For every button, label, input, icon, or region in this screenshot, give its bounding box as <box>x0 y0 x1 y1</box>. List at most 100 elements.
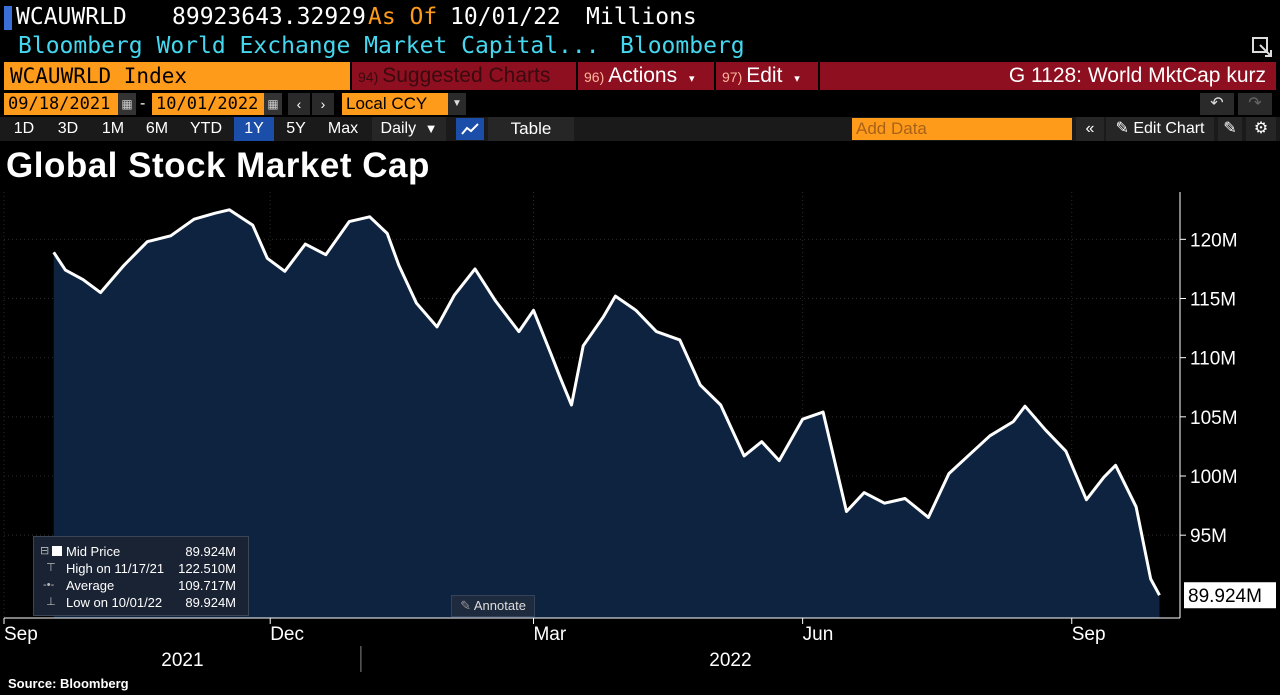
area-fill <box>53 209 1160 619</box>
legend-row-high: ⊤ High on 11/17/21 122.510M <box>34 560 248 577</box>
calendar-icon[interactable]: ▦ <box>118 93 136 115</box>
legend-row-mid: ⊟ Mid Price 89.924M <box>34 543 248 560</box>
source-name: Bloomberg <box>620 33 745 59</box>
add-data-input[interactable]: Add Data <box>852 118 1072 140</box>
edit-chart-label: Edit Chart <box>1133 120 1205 137</box>
actions-label: Actions <box>608 64 678 87</box>
index-field[interactable]: WCAUWRLD Index <box>4 62 350 90</box>
chevron-left-icon[interactable]: ‹ <box>288 93 310 115</box>
x-tick-label: Mar <box>533 624 566 645</box>
security-header: WCAUWRLD 89923643.32929 As Of 10/01/22 M… <box>0 4 1280 32</box>
period-tab-1d[interactable]: 1D <box>13 120 35 137</box>
high-marker-icon: ⊤ <box>40 562 56 574</box>
date-separator: - <box>140 95 146 112</box>
price-line <box>52 208 1161 596</box>
legend-row-low: ⊥ Low on 10/01/22 89.924M <box>34 594 248 611</box>
y-tick-label: 110M <box>1190 349 1236 370</box>
y-tick-label: 115M <box>1190 290 1236 311</box>
period-tab-5y[interactable]: 5Y <box>286 120 306 137</box>
frequency-label: Daily <box>380 120 417 137</box>
chart-legend[interactable]: ⊟ Mid Price 89.924M ⊤ High on 11/17/21 1… <box>33 536 249 616</box>
as-of-label: As Of <box>368 4 438 30</box>
period-tab-1m[interactable]: 1M <box>101 120 125 137</box>
table-view-button[interactable]: Table <box>488 117 574 141</box>
last-value: 89923643.32929 <box>172 4 366 30</box>
average-marker-icon: -•- <box>40 579 55 591</box>
y-tick-label: 95M <box>1190 526 1227 547</box>
period-toolbar: 1D 3D 1M 6M YTD 1Y 5Y Max Daily ▼ Table … <box>0 117 1280 141</box>
calendar-icon[interactable]: ▦ <box>264 93 282 115</box>
date-range-bar: 09/18/2021 ▦ - 10/01/2022 ▦ ‹ › Local CC… <box>0 93 1280 116</box>
x-axis: Sep Dec Mar Jun Sep 2021 2022 <box>3 617 1180 672</box>
period-tab-3d[interactable]: 3D <box>57 120 79 137</box>
legend-value: 109.717M <box>178 578 236 593</box>
suggested-charts-menu[interactable]: 94) Suggested Charts <box>352 62 576 90</box>
collapse-icon[interactable]: ⊟ <box>40 543 64 560</box>
expand-window-icon[interactable] <box>1250 35 1274 59</box>
frequency-select[interactable]: Daily ▼ <box>372 117 446 141</box>
chevron-down-icon: ▾ <box>794 73 800 85</box>
edit-chart-button[interactable]: ✎ Edit Chart <box>1106 117 1214 141</box>
low-marker-icon: ⊥ <box>40 596 56 608</box>
caret-down-icon: ▼ <box>424 121 438 136</box>
edit-label: Edit <box>746 64 783 87</box>
market-cap-chart[interactable]: 95M 100M 105M 110M 115M 120M Sep Dec Mar Jun Sep 2… <box>0 192 1280 674</box>
series-swatch-icon <box>52 546 63 557</box>
chart-title: Global Stock Market Cap <box>6 146 430 185</box>
legend-value: 89.924M <box>185 544 236 559</box>
year-label: 2021 <box>161 650 203 671</box>
chevron-right-icon[interactable]: › <box>312 93 334 115</box>
undo-icon[interactable]: ↶ <box>1200 93 1234 115</box>
x-tick-label: Dec <box>270 624 304 645</box>
legend-value: 122.510M <box>178 561 236 576</box>
redo-icon[interactable]: ↷ <box>1238 93 1272 115</box>
legend-label: Mid Price <box>66 544 121 559</box>
security-description-row: Bloomberg World Exchange Market Capital.… <box>0 33 1280 61</box>
x-tick-label: Sep <box>4 624 38 645</box>
x-tick-label: Jun <box>803 624 834 645</box>
period-tab-ytd[interactable]: YTD <box>190 120 222 137</box>
chart-id-label: G 1128: World MktCap kurz <box>820 62 1276 90</box>
security-description: Bloomberg World Exchange Market Capital.… <box>18 33 600 59</box>
period-tab-6m[interactable]: 6M <box>145 120 169 137</box>
currency-select[interactable]: Local CCY <box>342 93 448 115</box>
legend-label: High on 11/17/21 <box>66 561 165 576</box>
edit-menu[interactable]: 97) Edit ▾ <box>716 62 818 90</box>
as-of-date: 10/01/22 <box>450 4 561 30</box>
actions-menu[interactable]: 96) Actions ▾ <box>578 62 714 90</box>
source-footer: Source: Bloomberg <box>8 676 129 691</box>
end-date-input[interactable]: 10/01/2022 <box>152 93 264 115</box>
line-chart-icon[interactable] <box>456 118 484 140</box>
y-axis: 95M 100M 105M 110M 115M 120M <box>1179 192 1238 618</box>
annotate-label: Annotate <box>473 598 526 613</box>
annotate-button[interactable]: ✎ Annotate <box>451 595 535 617</box>
units-label: Millions <box>586 4 697 30</box>
chevron-down-icon[interactable]: ▼ <box>448 93 466 115</box>
legend-label: Low on 10/01/22 <box>66 595 163 610</box>
collapse-icon[interactable]: « <box>1076 117 1104 141</box>
year-label: 2022 <box>709 650 751 671</box>
last-value-box <box>1184 582 1276 609</box>
suggested-charts-label: Suggested Charts <box>382 64 551 87</box>
gear-icon[interactable]: ⚙ <box>1246 117 1276 141</box>
edit-icon[interactable]: ✎ <box>1218 117 1242 141</box>
x-tick-label: Sep <box>1072 624 1106 645</box>
y-tick-label: 120M <box>1190 230 1238 251</box>
start-date-input[interactable]: 09/18/2021 <box>4 93 118 115</box>
last-value-label: 89.924M <box>1188 586 1262 607</box>
period-tab-1y[interactable]: 1Y <box>234 117 274 141</box>
ticker-label[interactable]: WCAUWRLD <box>16 4 127 30</box>
y-tick-label: 100M <box>1190 467 1238 488</box>
legend-label: Average <box>66 578 115 593</box>
pencil-icon: ✎ <box>1115 120 1129 137</box>
security-marker <box>4 6 12 30</box>
command-bar: WCAUWRLD Index 94) Suggested Charts 96) Ac… <box>0 62 1280 91</box>
edit-menu-number: 97) <box>722 69 743 85</box>
period-tab-max[interactable]: Max <box>327 120 359 137</box>
suggested-menu-number: 94) <box>358 69 379 85</box>
legend-row-average: -•- Average 109.717M <box>34 577 248 594</box>
pencil-icon: ✎ <box>460 598 471 613</box>
legend-value: 89.924M <box>185 595 236 610</box>
actions-menu-number: 96) <box>584 69 605 85</box>
last-value-label-group: 89.924M <box>1184 582 1276 609</box>
